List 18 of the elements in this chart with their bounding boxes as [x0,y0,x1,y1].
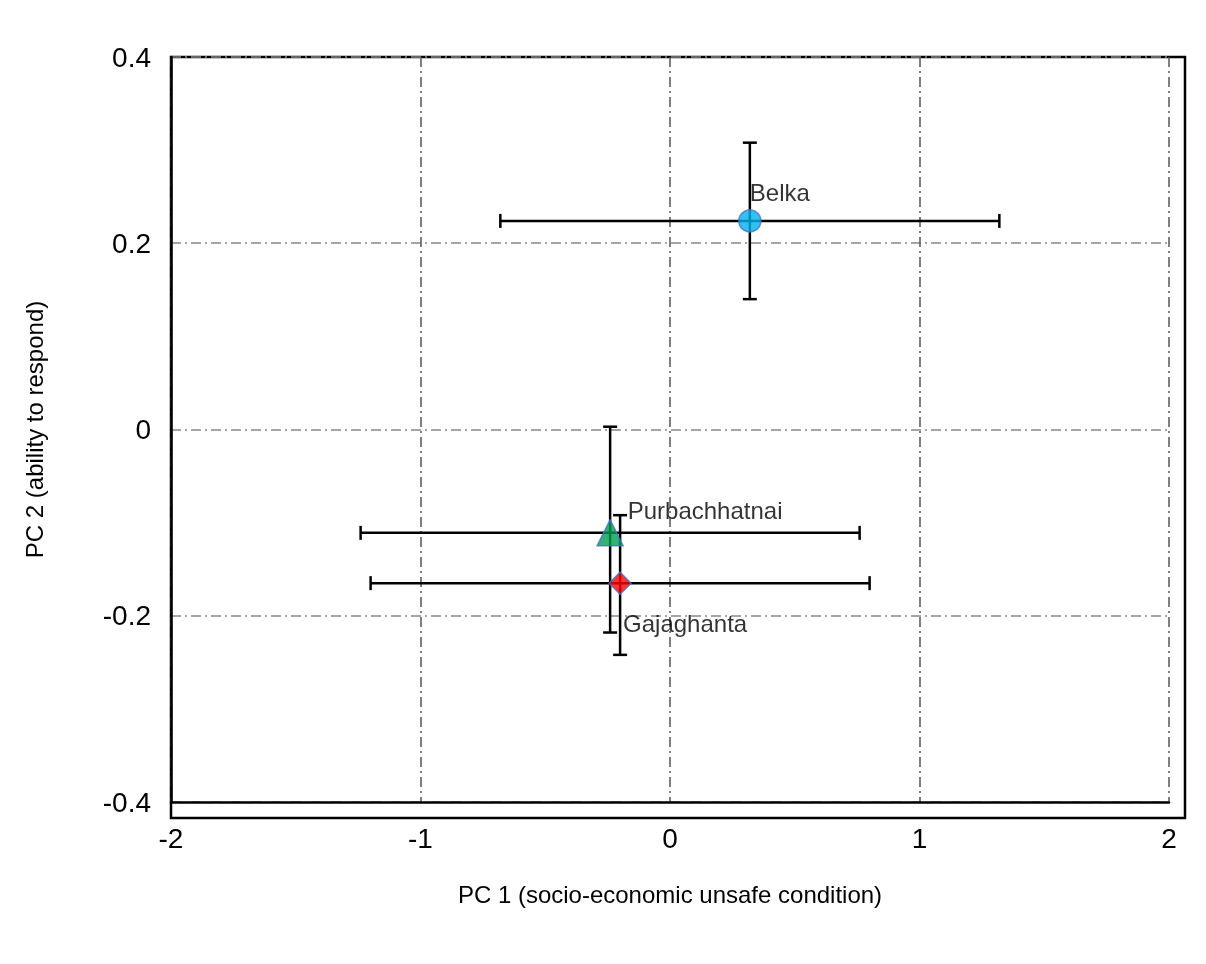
x-axis-title: PC 1 (socio-economic unsafe condition) [457,880,883,908]
point [596,519,624,547]
x-tick-label: 0 [662,822,678,854]
y-tick-label: 0 [135,414,151,445]
y-tick-label: -0.4 [102,786,151,818]
x-tick-label: 2 [1161,822,1177,854]
y-tick-label: 0.4 [112,41,151,73]
y-axis-title: PC 2 (ability to respond) [20,300,48,559]
series-label: Purbachhatnai [627,497,783,525]
y-tick-label: 0.2 [112,227,151,259]
y-tick-label: -0.2 [102,600,151,632]
series-label: Belka [749,179,811,207]
point [738,209,762,233]
x-tick-label: 1 [911,822,928,854]
series-label: Gajaghanta [623,609,748,637]
x-tick-label: -2 [158,822,184,854]
x-tick-label: -1 [408,822,433,854]
point [608,571,632,595]
